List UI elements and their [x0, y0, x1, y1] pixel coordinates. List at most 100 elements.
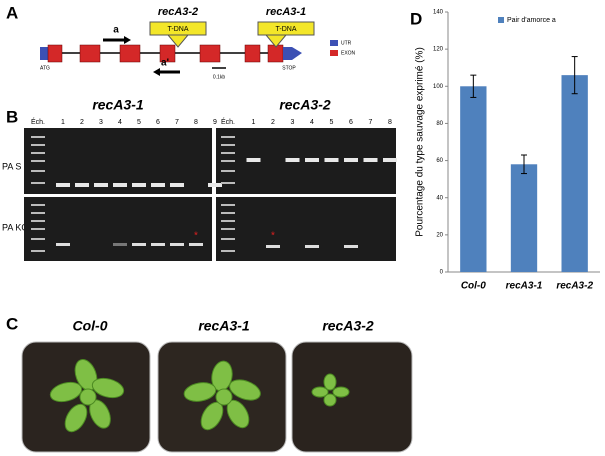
ladder-band	[31, 152, 45, 154]
start-label: ATG	[40, 65, 50, 71]
plant-label: recA3-1	[198, 318, 250, 334]
band	[151, 183, 165, 187]
band	[246, 158, 261, 162]
band	[305, 245, 319, 248]
lane-label: 6	[349, 119, 353, 126]
y-tick-label: 0	[440, 270, 444, 276]
band	[151, 243, 165, 246]
ladder-band	[31, 220, 45, 222]
ladder-band	[31, 212, 45, 214]
plant-label: Col-0	[73, 318, 108, 334]
bar	[460, 86, 487, 273]
plant-label: recA3-2	[322, 318, 374, 334]
y-tick-label: 40	[436, 195, 443, 201]
gels: Éch. 1 2 3 4 5 6 7 8 * 9 Éch. 1 2 * 3 4 5 6 7 8	[24, 117, 397, 261]
ladder-band	[221, 160, 235, 162]
y-tick-label: 20	[436, 232, 443, 238]
ladder-band	[221, 136, 235, 138]
lane-label: 8	[194, 119, 198, 126]
lane-label: Éch.	[31, 117, 45, 126]
x-tick-label: recA3-2	[556, 281, 593, 292]
ladder-band	[31, 170, 45, 172]
panel-label: A	[6, 3, 18, 22]
error-bar	[521, 154, 527, 175]
ladder-band	[221, 152, 235, 154]
y-tick-label: 80	[436, 121, 443, 127]
band	[363, 158, 378, 162]
ladder-band	[221, 220, 235, 222]
band	[113, 243, 127, 246]
row-label: PA S	[2, 161, 21, 171]
panel-label: C	[6, 314, 18, 333]
band	[56, 183, 70, 187]
ladder-band	[31, 182, 45, 184]
construct-label: recA3-2	[158, 6, 198, 18]
lane-label: 1	[61, 119, 65, 126]
band	[208, 183, 222, 187]
row-label: PA KO	[2, 222, 28, 232]
ladder-band	[221, 170, 235, 172]
lane-label: 7	[369, 119, 373, 126]
insert-label: T-DNA	[276, 26, 297, 33]
y-tick-label: 120	[433, 47, 444, 53]
ladder-band	[31, 204, 45, 206]
ladder-band	[221, 144, 235, 146]
construct-label: recA3-1	[266, 6, 306, 18]
lane-label: 5	[137, 119, 141, 126]
ladder-band	[221, 182, 235, 184]
plant-photos	[21, 341, 413, 453]
lane-label: 1	[252, 119, 256, 126]
lane-label: 5	[330, 119, 334, 126]
band	[344, 158, 358, 162]
legend-label: Pair d'amorce a	[507, 17, 556, 24]
y-axis-label: Pourcentage du type sauvage exprimé (%)	[415, 47, 426, 237]
band	[94, 183, 108, 187]
ladder-band	[221, 212, 235, 214]
ladder-band	[221, 250, 235, 252]
gel-title: recA3-1	[92, 97, 144, 113]
band	[383, 158, 397, 162]
asterisk: *	[194, 231, 198, 242]
band	[189, 243, 203, 246]
ladder-band	[221, 204, 235, 206]
y-tick-label: 140	[433, 10, 444, 16]
band	[113, 183, 127, 187]
ladder-band	[221, 228, 235, 230]
error-bar	[470, 74, 477, 98]
lane-label: 4	[310, 119, 314, 126]
lane-label: 7	[175, 119, 179, 126]
lane-label: 9	[213, 119, 217, 126]
panel-label: B	[6, 107, 18, 126]
bar	[561, 75, 588, 273]
bar	[510, 164, 538, 272]
y-tick-label: 100	[433, 84, 444, 90]
lane-label: 2	[80, 119, 84, 126]
band	[170, 243, 184, 246]
band	[266, 245, 280, 248]
ladder-band	[31, 228, 45, 230]
x-tick-label: Col-0	[461, 281, 486, 292]
ladder-band	[221, 238, 235, 240]
band	[132, 243, 146, 246]
insert-label: T-DNA	[168, 26, 189, 33]
lane-label: 8	[388, 119, 392, 126]
ladder-band	[31, 160, 45, 162]
band	[56, 243, 70, 246]
ladder-band	[31, 136, 45, 138]
band	[285, 158, 300, 162]
error-bar	[571, 56, 578, 95]
band	[324, 158, 339, 162]
band	[305, 158, 319, 162]
chart: 0 20 40 60 80 100 120 140 Pourcentage du type sa…	[415, 10, 600, 292]
gene-diagram	[40, 21, 338, 76]
ladder-band	[31, 238, 45, 240]
primer-label: a	[113, 25, 119, 36]
stop-label: STOP	[282, 65, 296, 71]
lane-label: 6	[156, 119, 160, 126]
ladder-band	[31, 250, 45, 252]
panel-label: D	[410, 9, 422, 28]
lane-label: 3	[99, 119, 103, 126]
legend-swatch	[498, 17, 504, 23]
band	[132, 183, 146, 187]
